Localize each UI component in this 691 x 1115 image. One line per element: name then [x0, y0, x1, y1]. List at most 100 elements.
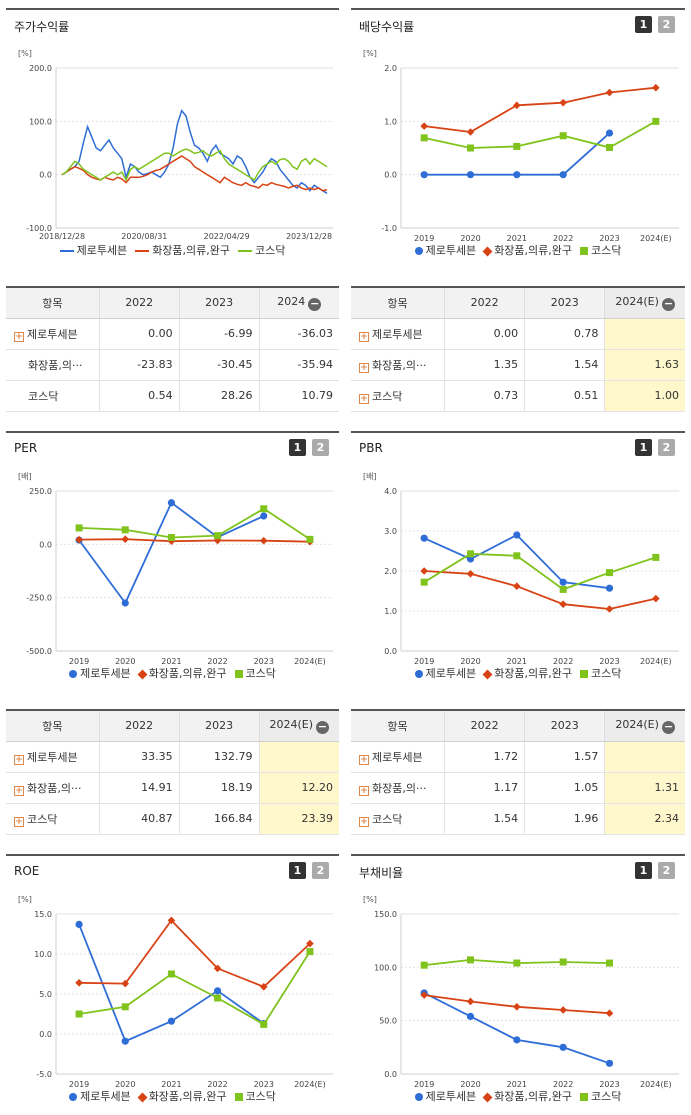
legend-swatch [482, 1092, 493, 1102]
legend-label: 제로투세븐 [80, 1090, 131, 1103]
row-label: + 제로투세븐 [6, 318, 100, 350]
x-tick-label: 2020 [460, 657, 480, 666]
data-point-zero [466, 1012, 475, 1020]
legend-item-cos[interactable]: 화장품,의류,완구 [482, 1088, 572, 1104]
legend-item-zero[interactable]: 제로투세븐 [59, 242, 127, 258]
view-2-button[interactable]: 2 [312, 862, 329, 879]
legend-item-zero[interactable]: 제로투세븐 [414, 665, 477, 681]
data-point-cos [652, 83, 660, 92]
expand-icon[interactable]: + [14, 785, 24, 796]
legend-label: 코스닥 [245, 667, 276, 680]
y-tick-label: -1.0 [381, 224, 397, 233]
legend-item-cos[interactable]: 화장품,의류,완구 [482, 665, 572, 681]
legend-label: 코스닥 [591, 1090, 622, 1103]
legend-item-cos[interactable]: 화장품,의류,완구 [135, 242, 230, 258]
view-1-button[interactable]: 1 [635, 16, 652, 33]
data-point-cos [420, 567, 428, 575]
table-cell: -30.45 [178, 349, 260, 381]
column-header: 항목 [351, 711, 445, 742]
chart-legend: 제로투세븐 화장품,의류,완구 코스닥 [351, 665, 685, 681]
expand-icon[interactable]: + [359, 362, 369, 373]
legend-item-zero[interactable]: 제로투세븐 [69, 665, 131, 681]
expand-icon[interactable]: + [359, 331, 369, 342]
view-1-button[interactable]: 1 [289, 439, 306, 456]
table-row: + 화장품,의··· 1.35 1.54 1.63 [351, 349, 685, 381]
data-point-cos [559, 600, 567, 608]
y-tick-label: -100.0 [26, 224, 52, 233]
row-label: 화장품,의··· [6, 349, 100, 381]
expand-icon[interactable]: + [359, 816, 369, 827]
row-label: + 코스닥 [351, 803, 445, 835]
table-row: 코스닥 0.54 28.26 10.79 [6, 380, 339, 412]
view-1-button[interactable]: 1 [635, 439, 652, 456]
expand-icon[interactable]: + [14, 331, 24, 342]
view-1-button[interactable]: 1 [289, 862, 306, 879]
view-2-button[interactable]: 2 [658, 16, 675, 33]
series-line-cos [61, 155, 328, 192]
chart-legend: 제로투세븐 화장품,의류,완구 코스닥 [6, 242, 339, 258]
legend-item-kosdaq[interactable]: 코스닥 [234, 1088, 276, 1104]
collapse-icon[interactable]: − [661, 719, 675, 734]
expand-icon[interactable]: + [359, 393, 369, 404]
y-tick-label: 15.0 [34, 910, 52, 919]
legend-item-kosdaq[interactable]: 코스닥 [580, 242, 621, 258]
series-line-cos [79, 538, 310, 543]
table-cell: 18.19 [178, 772, 260, 804]
data-point-kosdaq [513, 142, 521, 150]
collapse-icon[interactable]: − [661, 296, 675, 311]
data-point-cos [75, 535, 83, 544]
legend-item-kosdaq[interactable]: 코스닥 [580, 1088, 621, 1104]
legend-label: 제로투세븐 [425, 1090, 477, 1103]
x-tick-label: 2020 [115, 657, 135, 666]
column-header: 2024(E) − [604, 288, 685, 319]
panel-title: 배당수익률 [359, 20, 415, 34]
column-header: 2024(E) − [258, 711, 339, 742]
expand-icon[interactable]: + [14, 816, 24, 827]
legend-item-cos[interactable]: 화장품,의류,완구 [137, 1088, 227, 1104]
legend-label: 코스닥 [591, 667, 622, 680]
view-2-button[interactable]: 2 [658, 862, 675, 879]
x-tick-label: 2018/12/28 [39, 232, 85, 241]
x-tick-label: 2022/04/29 [204, 232, 250, 241]
x-tick-label: 2019 [69, 1080, 89, 1089]
expand-icon[interactable]: + [359, 785, 369, 796]
unit-label: [%] [18, 895, 32, 904]
view-2-button[interactable]: 2 [658, 439, 675, 456]
legend-item-zero[interactable]: 제로투세븐 [69, 1088, 131, 1104]
legend-item-kosdaq[interactable]: 코스닥 [238, 242, 285, 258]
collapse-icon[interactable]: − [308, 296, 322, 311]
legend-label: 제로투세븐 [425, 667, 477, 680]
data-point-cos [420, 991, 428, 999]
series-line-zero [61, 109, 328, 194]
legend-item-kosdaq[interactable]: 코스닥 [580, 665, 621, 681]
legend-swatch [414, 670, 423, 678]
table-cell: 0.00 [98, 318, 180, 350]
legend-item-zero[interactable]: 제로투세븐 [414, 1088, 477, 1104]
series-line-kosdaq [79, 507, 311, 541]
table-cell: 40.87 [98, 803, 180, 835]
legend-label: 코스닥 [245, 1090, 276, 1103]
row-label: + 코스닥 [351, 380, 445, 412]
data-point-cos [605, 88, 614, 97]
legend-swatch [414, 1093, 423, 1101]
table-row: + 제로투세븐 0.00 -6.99 -36.03 [6, 318, 339, 350]
view-1-button[interactable]: 1 [635, 862, 652, 879]
chart-legend: 제로투세븐 화장품,의류,완구 코스닥 [6, 665, 339, 681]
data-point-cos [559, 1006, 567, 1014]
data-point-kosdaq [467, 550, 474, 558]
data-point-kosdaq [559, 132, 567, 140]
y-tick-label: 10.0 [34, 950, 52, 959]
expand-icon[interactable]: + [14, 754, 24, 765]
x-tick-label: 2023 [599, 657, 619, 666]
legend-item-cos[interactable]: 화장품,의류,완구 [137, 665, 227, 681]
y-tick-label: 50.0 [379, 1017, 397, 1026]
legend-item-zero[interactable]: 제로투세븐 [414, 242, 476, 258]
legend-swatch [137, 1092, 148, 1102]
expand-icon[interactable]: + [359, 754, 369, 765]
legend-item-kosdaq[interactable]: 코스닥 [234, 665, 276, 681]
view-2-button[interactable]: 2 [312, 439, 329, 456]
legend-item-cos[interactable]: 화장품,의류,완구 [482, 242, 572, 258]
collapse-icon[interactable]: − [316, 719, 330, 734]
y-tick-label: 1.0 [384, 607, 397, 616]
